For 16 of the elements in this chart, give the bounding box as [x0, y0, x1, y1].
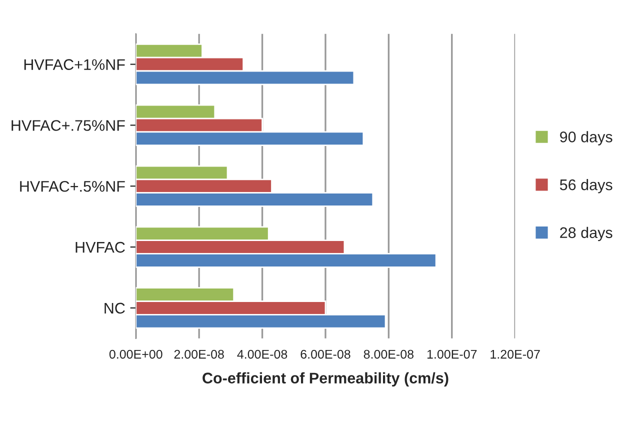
y-tick-label: HVFAC+1%NF [24, 59, 125, 70]
y-tick-label: HVFAC+.5%NF [20, 180, 125, 192]
x-tick-label: 4.00E-08 [237, 350, 288, 359]
x-axis-title: Co-efficient of Permeability (cm/s) [202, 372, 448, 387]
y-tick-label: NC [104, 302, 125, 314]
y-tick-label: HVFAC [76, 242, 125, 253]
legend-label: 28 days [560, 226, 612, 242]
y-tick-label: HVFAC+.75%NF [12, 120, 125, 131]
x-tick-label: 2.00E-08 [174, 350, 224, 359]
x-tick-label: 6.00E-08 [300, 350, 350, 359]
legend-label: 56 days [560, 179, 612, 194]
x-tick-label: 1.20E-07 [490, 350, 540, 359]
x-tick-label: 1.00E-07 [427, 350, 477, 359]
x-tick-label: 0.00E+00 [109, 350, 162, 359]
x-tick-label: 8.00E-08 [364, 350, 414, 359]
legend-label: 90 days [560, 131, 612, 146]
